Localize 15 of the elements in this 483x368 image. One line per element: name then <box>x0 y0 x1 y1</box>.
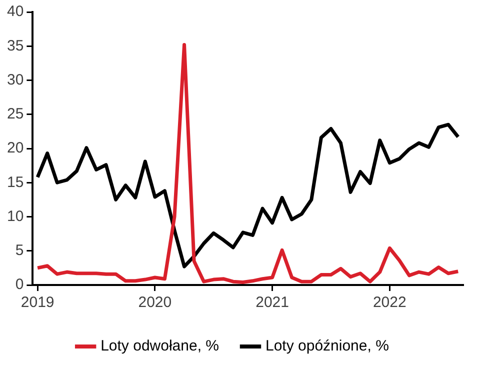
y-tick-label: 20 <box>6 140 24 157</box>
y-tick-label: 40 <box>6 3 24 20</box>
x-tick-label: 2021 <box>256 294 289 312</box>
y-tick-label: 5 <box>15 242 24 260</box>
y-tick-label: 15 <box>6 174 24 191</box>
y-tick-label: 10 <box>6 208 24 225</box>
y-tick-label: 0 <box>15 276 24 294</box>
x-tick-label: 2020 <box>138 294 172 312</box>
y-tick-label: 35 <box>6 37 24 54</box>
legend-label: Loty opóźnione, % <box>265 338 389 355</box>
legend-label: Loty odwołane, % <box>100 338 220 355</box>
y-tick-label: 30 <box>6 71 24 88</box>
x-tick-label: 2022 <box>372 294 406 312</box>
y-tick-label: 25 <box>6 106 24 123</box>
x-tick-label: 2019 <box>20 294 54 312</box>
